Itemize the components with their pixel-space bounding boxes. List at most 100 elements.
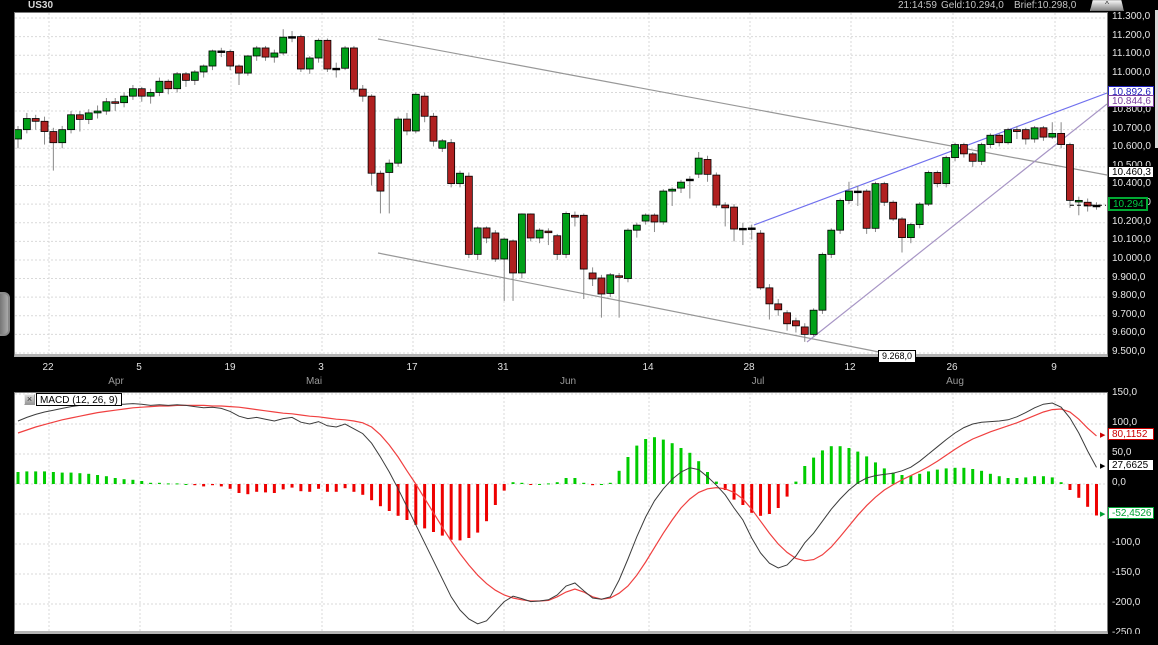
candle-body	[641, 214, 650, 222]
macd-axis-label: 50,0	[1112, 447, 1132, 458]
macd-histogram-bar	[193, 484, 197, 486]
macd-histogram-bar	[210, 484, 214, 486]
month-label: Jul	[751, 376, 765, 387]
candlestick-chart	[15, 13, 1107, 354]
date-tick-label: 14	[642, 362, 654, 373]
macd-histogram-bar	[538, 484, 542, 485]
macd-histogram-bar	[1094, 484, 1098, 516]
scrollbar[interactable]	[1155, 10, 1158, 148]
macd-histogram-bar	[918, 473, 922, 484]
candle-body	[597, 277, 606, 295]
candle-body	[827, 229, 836, 255]
candle-body	[279, 36, 288, 54]
price-axis-label: 10.800,0	[1112, 104, 1151, 116]
macd-histogram-bar	[962, 467, 966, 484]
month-label: Apr	[108, 376, 124, 387]
candle-body	[677, 181, 685, 189]
candle-body	[836, 199, 845, 231]
price-marker-purple: 10.844,6	[1108, 94, 1154, 107]
macd-histogram-bar	[228, 484, 232, 489]
macd-histogram-bar	[909, 475, 913, 484]
macd-histogram-bar	[529, 484, 533, 485]
candle-body	[31, 118, 40, 122]
macd-histogram-bar	[927, 471, 931, 484]
date-tick-label: 3	[318, 362, 324, 373]
macd-histogram-bar	[264, 484, 268, 493]
macd-histogram-bar	[776, 484, 780, 508]
macd-histogram-bar	[43, 471, 47, 484]
candle-body	[933, 172, 942, 185]
macd-histogram-bar	[1068, 484, 1072, 490]
marker-arrow-icon: ▶	[1100, 431, 1106, 439]
signal-line	[17, 404, 1097, 602]
candle-body	[968, 153, 977, 162]
price-chart-panel[interactable]	[14, 12, 1108, 357]
macd-histogram-bar	[272, 484, 276, 493]
candle-body	[853, 190, 862, 194]
macd-histogram-bar	[352, 484, 356, 492]
candle-body	[1004, 129, 1012, 144]
candle-body	[15, 129, 22, 140]
candle-body	[924, 172, 933, 205]
macd-histogram-bar	[626, 457, 630, 484]
macd-histogram-bar	[847, 448, 851, 484]
date-tick-label: 28	[743, 362, 755, 373]
macd-histogram-bar	[564, 478, 568, 484]
macd-histogram-bar	[767, 484, 771, 514]
candle-body	[544, 230, 553, 234]
candle-body	[429, 115, 438, 142]
macd-histogram-bar	[714, 481, 718, 484]
macd-histogram-bar	[370, 484, 374, 501]
candle-body	[747, 227, 756, 230]
macd-histogram-bar	[856, 451, 860, 484]
collapse-chart-button[interactable]: ^	[1090, 0, 1124, 11]
candle-body	[606, 274, 615, 294]
candle-body	[438, 140, 447, 149]
trendline-descending-support	[377, 252, 880, 353]
candle-body	[730, 206, 738, 230]
macd-histogram-bar	[378, 484, 382, 507]
candle-body	[323, 39, 332, 70]
macd-histogram-bar	[794, 481, 798, 484]
docked-window-edge	[0, 292, 10, 336]
candle-body	[571, 214, 579, 218]
candle-body	[659, 190, 668, 223]
trendline-ascending-blue	[753, 92, 1107, 226]
macd-axis-label: 0,0	[1112, 477, 1126, 488]
candle-body	[358, 88, 367, 97]
macd-panel[interactable]	[14, 392, 1108, 634]
candle-body	[385, 162, 394, 173]
marker-arrow-icon: ▶	[1100, 511, 1106, 519]
candle-body	[314, 39, 323, 59]
macd-histogram-bar	[175, 483, 179, 485]
candle-body	[800, 326, 809, 335]
candle-body	[482, 227, 491, 239]
price-axis-label: 11.100,0	[1112, 48, 1151, 60]
candle-body	[880, 183, 889, 203]
candle-body	[756, 232, 765, 289]
close-indicator-button[interactable]: ×	[24, 394, 35, 405]
macd-histogram-bar	[652, 437, 656, 484]
price-axis-label: 11.300,0	[1112, 11, 1151, 22]
macd-histogram-bar	[953, 467, 957, 484]
date-tick-label: 5	[136, 362, 142, 373]
candle-body	[40, 120, 49, 132]
candle-body	[915, 203, 924, 225]
macd-chart	[15, 393, 1107, 631]
macd-histogram-bar	[820, 450, 824, 484]
macd-histogram-bar	[299, 484, 303, 492]
candle-body	[862, 190, 871, 229]
candle-body	[898, 218, 906, 239]
macd-histogram-bar	[237, 484, 241, 493]
macd-histogram-bar	[997, 476, 1001, 484]
macd-histogram-bar	[670, 443, 674, 484]
candle-body	[93, 110, 102, 114]
candle-body	[668, 188, 677, 192]
candle-body	[509, 240, 517, 274]
candle-body	[341, 47, 349, 69]
candle-body	[420, 95, 429, 117]
candle-body	[120, 95, 128, 104]
candle-body	[367, 95, 376, 174]
bottom-frame	[0, 634, 1158, 645]
